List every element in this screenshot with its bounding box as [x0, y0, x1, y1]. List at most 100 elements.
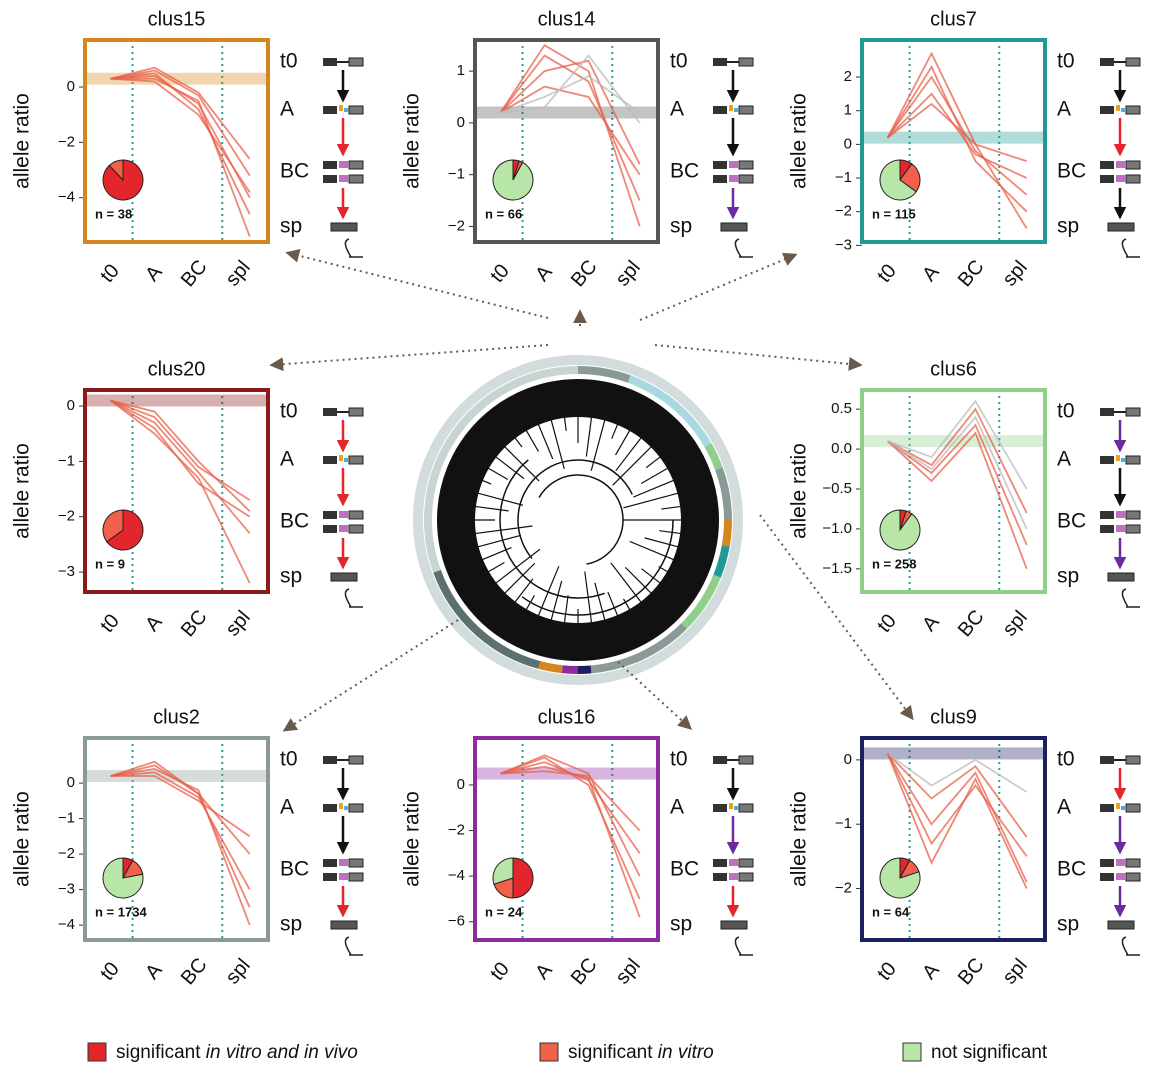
mut-mark — [339, 161, 348, 168]
ring-segment — [578, 669, 591, 670]
y-tick-label: −1.0 — [822, 520, 852, 537]
x-tick-label: BC — [954, 606, 989, 641]
legend-swatch — [88, 1043, 106, 1061]
y-tick-label: −2 — [448, 217, 465, 234]
x-tick-label: spl — [999, 607, 1032, 641]
branch — [551, 581, 562, 621]
pointer-arrow — [655, 345, 860, 365]
seg-box — [323, 859, 337, 867]
mut-mark — [1116, 873, 1125, 880]
seg-box — [713, 859, 727, 867]
seg-box — [331, 223, 357, 231]
panel-title: clus9 — [930, 706, 977, 728]
n-label: n = 1734 — [95, 904, 147, 919]
y-tick-label: −1 — [448, 166, 465, 183]
branch — [482, 480, 491, 484]
seg-box — [1108, 921, 1134, 929]
stage-label: sp — [280, 215, 302, 238]
panel-title: clus16 — [538, 706, 596, 728]
branch — [646, 457, 660, 468]
x-tick-label: BC — [177, 954, 212, 989]
seg-box — [1126, 106, 1140, 114]
y-tick-label: −4 — [58, 189, 75, 206]
stage-label: BC — [670, 858, 699, 881]
branch — [515, 437, 522, 447]
panel: clus16allele ratio0−2−4−6t0ABCspln = 24t… — [401, 706, 753, 989]
branch — [608, 592, 618, 616]
mut-mark — [734, 108, 738, 112]
stage-label: BC — [280, 160, 309, 183]
x-tick-label: BC — [954, 256, 989, 291]
panel: clus15allele ratio0−2−4t0ABCspln = 38t0A… — [11, 8, 363, 291]
rho-glyph — [1122, 589, 1140, 607]
mut-mark — [344, 458, 348, 462]
y-tick-label: 0.5 — [831, 400, 852, 417]
y-axis-label: allele ratio — [788, 93, 811, 189]
rho-glyph — [345, 589, 363, 607]
branch — [488, 468, 508, 480]
y-tick-label: −4 — [448, 867, 465, 884]
x-tick-label: BC — [567, 954, 602, 989]
stage-label: t0 — [1057, 50, 1075, 73]
mut-mark — [339, 105, 343, 111]
stage-label: t0 — [670, 50, 688, 73]
branch — [645, 538, 679, 547]
stage-label: sp — [670, 913, 692, 936]
seg-box — [349, 161, 363, 169]
y-tick-label: 2 — [844, 68, 852, 85]
y-axis-label: allele ratio — [11, 93, 34, 189]
seg-box — [1100, 804, 1114, 812]
stage-label: t0 — [280, 748, 298, 771]
mut-mark — [339, 859, 348, 866]
panel-title: clus2 — [153, 706, 200, 728]
stage-label: t0 — [280, 400, 298, 423]
branch — [661, 506, 681, 509]
branch — [616, 437, 642, 470]
rho-glyph — [345, 937, 363, 955]
y-tick-label: −2 — [448, 822, 465, 839]
mut-mark — [1116, 105, 1120, 111]
mut-mark — [339, 525, 348, 532]
seg-box — [1100, 859, 1114, 867]
branch-arc — [500, 460, 605, 598]
pointer-arrow — [272, 345, 548, 365]
branch — [641, 468, 668, 484]
legend-text-part: in vitro — [658, 1042, 714, 1063]
branch — [504, 446, 539, 481]
x-tick-label: BC — [177, 256, 212, 291]
seg-box — [1126, 58, 1140, 66]
n-label: n = 66 — [485, 206, 522, 221]
seg-box — [323, 106, 337, 114]
x-tick-label: A — [918, 611, 944, 636]
branch — [495, 549, 539, 583]
seg-box — [1100, 175, 1114, 183]
x-tick-label: t0 — [96, 610, 124, 637]
stage-label: BC — [280, 858, 309, 881]
y-tick-label: 0 — [67, 397, 75, 414]
y-tick-label: −3 — [58, 881, 75, 898]
seg-box — [1100, 873, 1114, 881]
y-tick-label: −6 — [448, 913, 465, 930]
seg-box — [1100, 525, 1114, 533]
ring-segment — [539, 665, 562, 669]
x-tick-label: A — [531, 261, 557, 286]
branch — [613, 446, 652, 485]
branch — [595, 583, 605, 621]
y-tick-label: −2 — [58, 133, 75, 150]
stage-label: sp — [280, 565, 302, 588]
seg-box — [323, 756, 337, 764]
pie-slice — [880, 510, 920, 550]
x-tick-label: A — [141, 261, 167, 286]
panel-title: clus14 — [538, 8, 596, 30]
rho-glyph — [1122, 239, 1140, 257]
x-tick-label: A — [918, 261, 944, 286]
mut-mark — [729, 175, 738, 182]
stage-label: sp — [1057, 215, 1079, 238]
panels: clus15allele ratio0−2−4t0ABCspln = 38t0A… — [11, 8, 1140, 989]
x-tick-label: spl — [222, 257, 255, 291]
panel: clus9allele ratio0−1−2t0ABCspln = 64t0AB… — [788, 706, 1140, 989]
seg-box — [323, 58, 337, 66]
y-tick-label: −1 — [835, 169, 852, 186]
